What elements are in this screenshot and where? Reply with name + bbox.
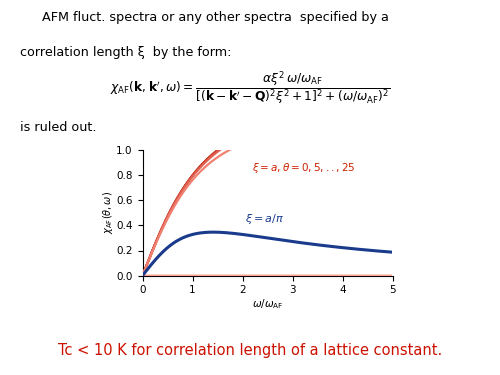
Y-axis label: $\chi_{\rm AF}(\theta,\omega)$: $\chi_{\rm AF}(\theta,\omega)$ xyxy=(101,191,115,234)
Text: $\chi_{\rm AF}(\mathbf{k},\mathbf{k}',\omega) = \dfrac{\alpha\xi^2\,\omega/\omeg: $\chi_{\rm AF}(\mathbf{k},\mathbf{k}',\o… xyxy=(110,69,390,107)
Text: $\xi = a/\pi$: $\xi = a/\pi$ xyxy=(245,211,284,226)
Text: correlation length ξ  by the form:: correlation length ξ by the form: xyxy=(20,46,232,58)
Text: $\xi = a, \theta = 0, 5, .., 25$: $\xi = a, \theta = 0, 5, .., 25$ xyxy=(252,161,356,176)
X-axis label: $\omega/\omega_{\rm AF}$: $\omega/\omega_{\rm AF}$ xyxy=(252,297,284,310)
Text: is ruled out.: is ruled out. xyxy=(20,121,96,134)
Text: Tc < 10 K for correlation length of a lattice constant.: Tc < 10 K for correlation length of a la… xyxy=(58,343,442,358)
Text: AFM fluct. spectra or any other spectra  specified by a: AFM fluct. spectra or any other spectra … xyxy=(30,11,389,24)
